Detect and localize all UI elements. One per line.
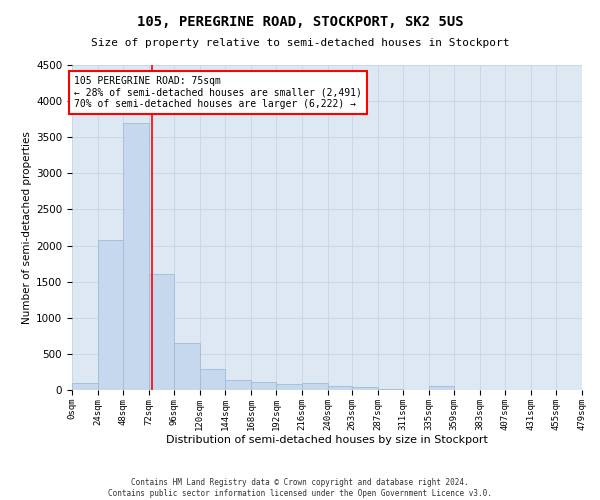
Bar xyxy=(226,380,251,390)
Bar xyxy=(352,388,377,390)
Bar xyxy=(174,343,200,390)
Bar xyxy=(251,382,277,390)
Bar xyxy=(328,386,352,390)
Text: 105, PEREGRINE ROAD, STOCKPORT, SK2 5US: 105, PEREGRINE ROAD, STOCKPORT, SK2 5US xyxy=(137,15,463,29)
Y-axis label: Number of semi-detached properties: Number of semi-detached properties xyxy=(22,131,32,324)
X-axis label: Distribution of semi-detached houses by size in Stockport: Distribution of semi-detached houses by … xyxy=(166,436,488,446)
Bar xyxy=(277,384,302,390)
Bar xyxy=(72,383,98,390)
Bar xyxy=(200,370,226,390)
Bar xyxy=(149,274,174,390)
Text: 105 PEREGRINE ROAD: 75sqm
← 28% of semi-detached houses are smaller (2,491)
70% : 105 PEREGRINE ROAD: 75sqm ← 28% of semi-… xyxy=(74,76,362,109)
Text: Size of property relative to semi-detached houses in Stockport: Size of property relative to semi-detach… xyxy=(91,38,509,48)
Bar xyxy=(123,123,149,390)
Bar xyxy=(302,383,328,390)
Bar xyxy=(377,388,403,390)
Text: Contains HM Land Registry data © Crown copyright and database right 2024.
Contai: Contains HM Land Registry data © Crown c… xyxy=(108,478,492,498)
Bar xyxy=(428,386,454,390)
Bar xyxy=(98,240,123,390)
